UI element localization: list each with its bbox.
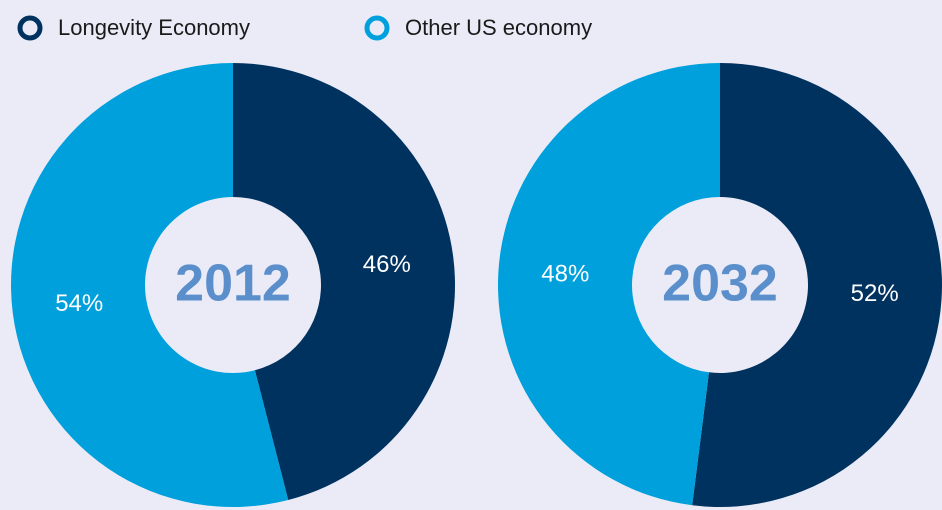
center-label: 2012 (175, 255, 291, 313)
legend-label: Other US economy (405, 15, 592, 40)
pie-slice (498, 63, 720, 506)
pie-slice (11, 63, 289, 507)
legend-label: Longevity Economy (58, 15, 250, 40)
legend-swatch (17, 15, 43, 41)
value-label: 46% (363, 251, 411, 278)
legend-swatch (364, 15, 390, 41)
value-label: 52% (851, 280, 899, 307)
pie-slice (233, 63, 456, 501)
value-label: 48% (541, 261, 589, 288)
pie-slice (692, 63, 942, 507)
center-label: 2032 (662, 255, 778, 313)
value-label: 54% (55, 290, 103, 317)
